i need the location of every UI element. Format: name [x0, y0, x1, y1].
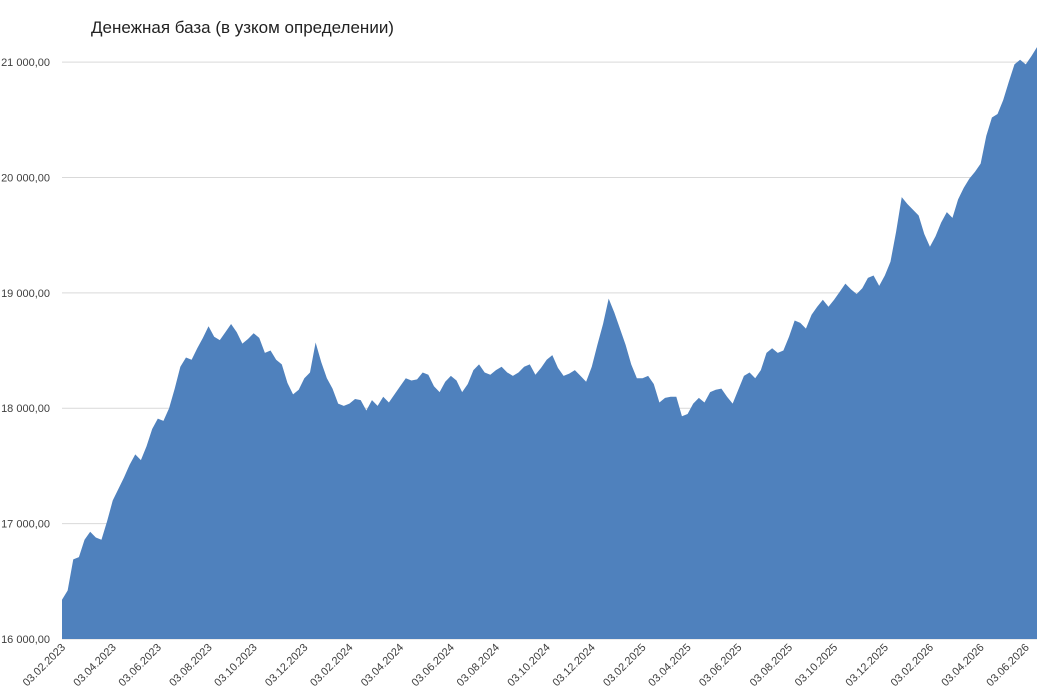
x-tick-label: 03.10.2025: [793, 642, 840, 689]
x-tick-label: 03.08.2024: [455, 642, 502, 689]
x-tick-label: 03.04.2025: [646, 642, 693, 689]
x-tick-label: 03.12.2024: [550, 642, 597, 689]
y-tick-label: 21 000,00: [1, 57, 50, 69]
x-tick-label: 03.08.2023: [167, 642, 214, 689]
x-tick-label: 03.02.2025: [601, 642, 648, 689]
x-tick-label: 03.06.2023: [117, 642, 164, 689]
x-tick-label: 03.02.2023: [21, 642, 68, 689]
x-tick-label: 03.12.2023: [263, 642, 310, 689]
x-tick-label: 03.04.2023: [71, 642, 118, 689]
x-tick-label: 03.10.2023: [212, 642, 259, 689]
y-tick-label: 16 000,00: [1, 634, 50, 646]
x-tick-label: 03.02.2026: [889, 642, 936, 689]
y-tick-label: 18 000,00: [1, 403, 50, 415]
x-tick-label: 03.06.2024: [410, 642, 457, 689]
x-tick-label: 03.02.2024: [308, 642, 355, 689]
y-tick-label: 17 000,00: [1, 519, 50, 531]
x-tick-label: 03.04.2026: [939, 642, 986, 689]
area: [62, 47, 1037, 639]
x-tick-label: 03.04.2024: [359, 642, 406, 689]
x-tick-label: 03.08.2025: [748, 642, 795, 689]
x-tick-label: 03.10.2024: [505, 642, 552, 689]
y-tick-label: 20 000,00: [1, 172, 50, 184]
x-tick-label: 03.06.2026: [984, 642, 1031, 689]
x-tick-label: 03.12.2025: [844, 642, 891, 689]
x-tick-label: 03.06.2025: [697, 642, 744, 689]
y-tick-label: 19 000,00: [1, 288, 50, 300]
chart-title: Денежная база (в узком определении): [91, 18, 394, 37]
